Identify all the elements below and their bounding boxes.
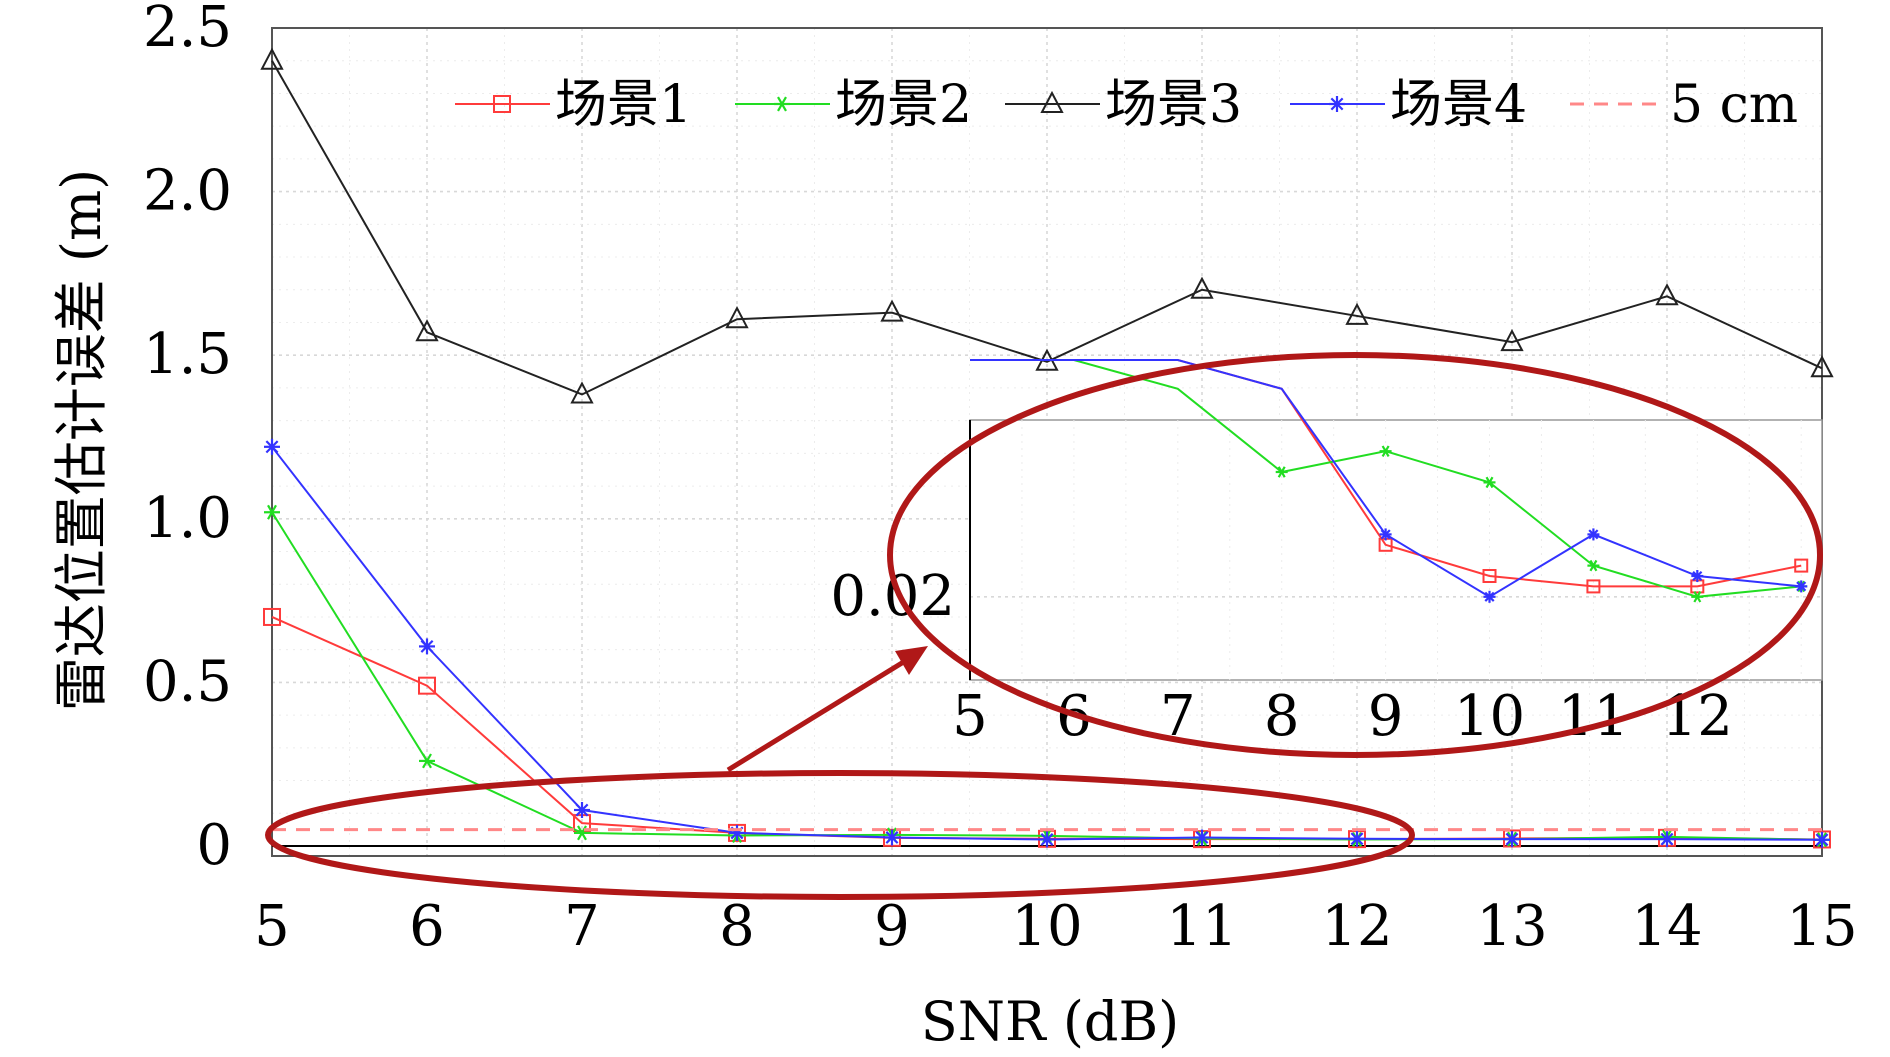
series-line <box>271 60 1823 396</box>
data-point <box>264 504 280 520</box>
data-point <box>884 829 900 846</box>
y-tick-label: 2.0 <box>143 159 232 224</box>
highlight-ellipse-inset <box>887 352 1823 758</box>
inset-clip-spacer <box>970 340 1822 420</box>
x-axis-title: SNR (dB) <box>921 990 1179 1053</box>
data-point <box>419 638 435 655</box>
data-point <box>264 438 280 455</box>
inset-grid <box>969 420 1822 680</box>
data-point <box>418 676 436 695</box>
data-point <box>1504 831 1520 848</box>
data-point <box>1039 831 1055 848</box>
legend-label: 场景3 <box>1105 75 1242 135</box>
inset-x-tick-label: 10 <box>1454 684 1525 749</box>
x-tick-label: 11 <box>1166 894 1237 959</box>
legend-label: 场景4 <box>1390 75 1527 135</box>
x-tick-label: 9 <box>874 894 910 959</box>
data-point <box>1483 476 1496 489</box>
inset-x-tick-label: 12 <box>1662 684 1733 749</box>
x-tick-label: 8 <box>719 894 755 959</box>
legend-entry: 场景4 <box>1290 75 1527 135</box>
legend: 场景1 场景2 场景3 场景4 5 cm <box>455 75 1798 135</box>
highlight-ellipse-low-region <box>265 770 1415 900</box>
legend-entry: 场景1 <box>455 75 692 135</box>
x-tick-label: 14 <box>1631 894 1702 959</box>
series-场景4 <box>264 438 1830 848</box>
data-point <box>1275 466 1288 478</box>
x-axis-ticks: 5 6 7 8 9 10 11 12 13 14 15 <box>254 894 1857 959</box>
data-point <box>419 753 435 769</box>
data-point <box>1795 580 1808 593</box>
legend-label: 场景1 <box>555 75 692 135</box>
annotation-arrow-head <box>895 646 928 675</box>
data-point <box>1794 558 1809 573</box>
data-point <box>1482 569 1497 583</box>
data-point <box>1040 90 1064 113</box>
data-point <box>1349 830 1365 847</box>
data-point <box>263 607 281 626</box>
inset-x-tick-label: 11 <box>1558 684 1629 749</box>
y-tick-label: 0 <box>196 813 232 878</box>
legend-label: 5 cm <box>1670 75 1798 135</box>
data-point <box>1483 590 1496 603</box>
data-point <box>1586 579 1601 594</box>
data-point <box>1659 831 1675 848</box>
data-point <box>1655 283 1679 306</box>
annotation-arrow-shaft <box>726 655 912 773</box>
data-point <box>1194 829 1210 846</box>
data-point <box>1691 570 1704 582</box>
legend-entry: 5 cm <box>1570 75 1798 135</box>
x-tick-label: 15 <box>1786 894 1857 959</box>
data-point <box>1345 302 1369 325</box>
data-point <box>415 319 439 342</box>
x-tick-label: 5 <box>254 894 290 959</box>
y-axis-title: 雷达位置估计误差 (m) <box>50 169 113 712</box>
data-point <box>1814 831 1830 848</box>
data-point <box>1691 591 1704 603</box>
y-tick-label: 1.0 <box>143 486 232 551</box>
x-tick-label: 12 <box>1321 894 1392 959</box>
data-point <box>1810 355 1834 378</box>
legend-entry: 场景3 <box>1005 75 1242 135</box>
x-tick-label: 6 <box>409 894 445 959</box>
data-point <box>725 306 749 329</box>
data-point <box>774 96 790 112</box>
data-point <box>1587 559 1600 572</box>
data-point <box>493 95 511 113</box>
inset-series <box>970 340 1822 603</box>
x-tick-label: 7 <box>564 894 600 959</box>
y-tick-label: 1.5 <box>143 322 232 387</box>
series <box>260 47 1834 849</box>
inset-zoom: 5 6 7 8 9 10 11 12 0.02 <box>830 340 1823 749</box>
inset-x-tick-label: 8 <box>1264 684 1300 749</box>
legend-entry: 场景2 <box>735 75 972 135</box>
inset-frame <box>969 419 1823 681</box>
data-point <box>1379 445 1392 457</box>
inset-series-场景4 <box>970 359 1808 603</box>
y-tick-label: 0.5 <box>143 649 232 714</box>
x-tick-label: 10 <box>1011 894 1082 959</box>
data-point <box>880 299 904 322</box>
inset-x-tick-label: 9 <box>1368 684 1404 749</box>
data-point <box>570 381 594 404</box>
data-point <box>1190 276 1214 299</box>
y-axis-ticks: 0 0.5 1.0 1.5 2.0 2.5 <box>143 0 232 878</box>
data-point <box>574 802 590 819</box>
series-场景3 <box>260 47 1834 404</box>
x-tick-label: 13 <box>1476 894 1547 959</box>
y-tick-label: 2.5 <box>143 0 232 60</box>
data-point <box>260 47 284 70</box>
data-point <box>1500 328 1524 352</box>
legend-label: 场景2 <box>835 75 972 135</box>
data-point <box>1379 528 1392 541</box>
data-point <box>1329 96 1345 112</box>
inset-x-ticks: 5 6 7 8 9 10 11 12 <box>952 684 1733 749</box>
data-point <box>1587 528 1600 541</box>
data-point <box>729 824 745 841</box>
inset-x-tick-label: 5 <box>952 684 988 749</box>
